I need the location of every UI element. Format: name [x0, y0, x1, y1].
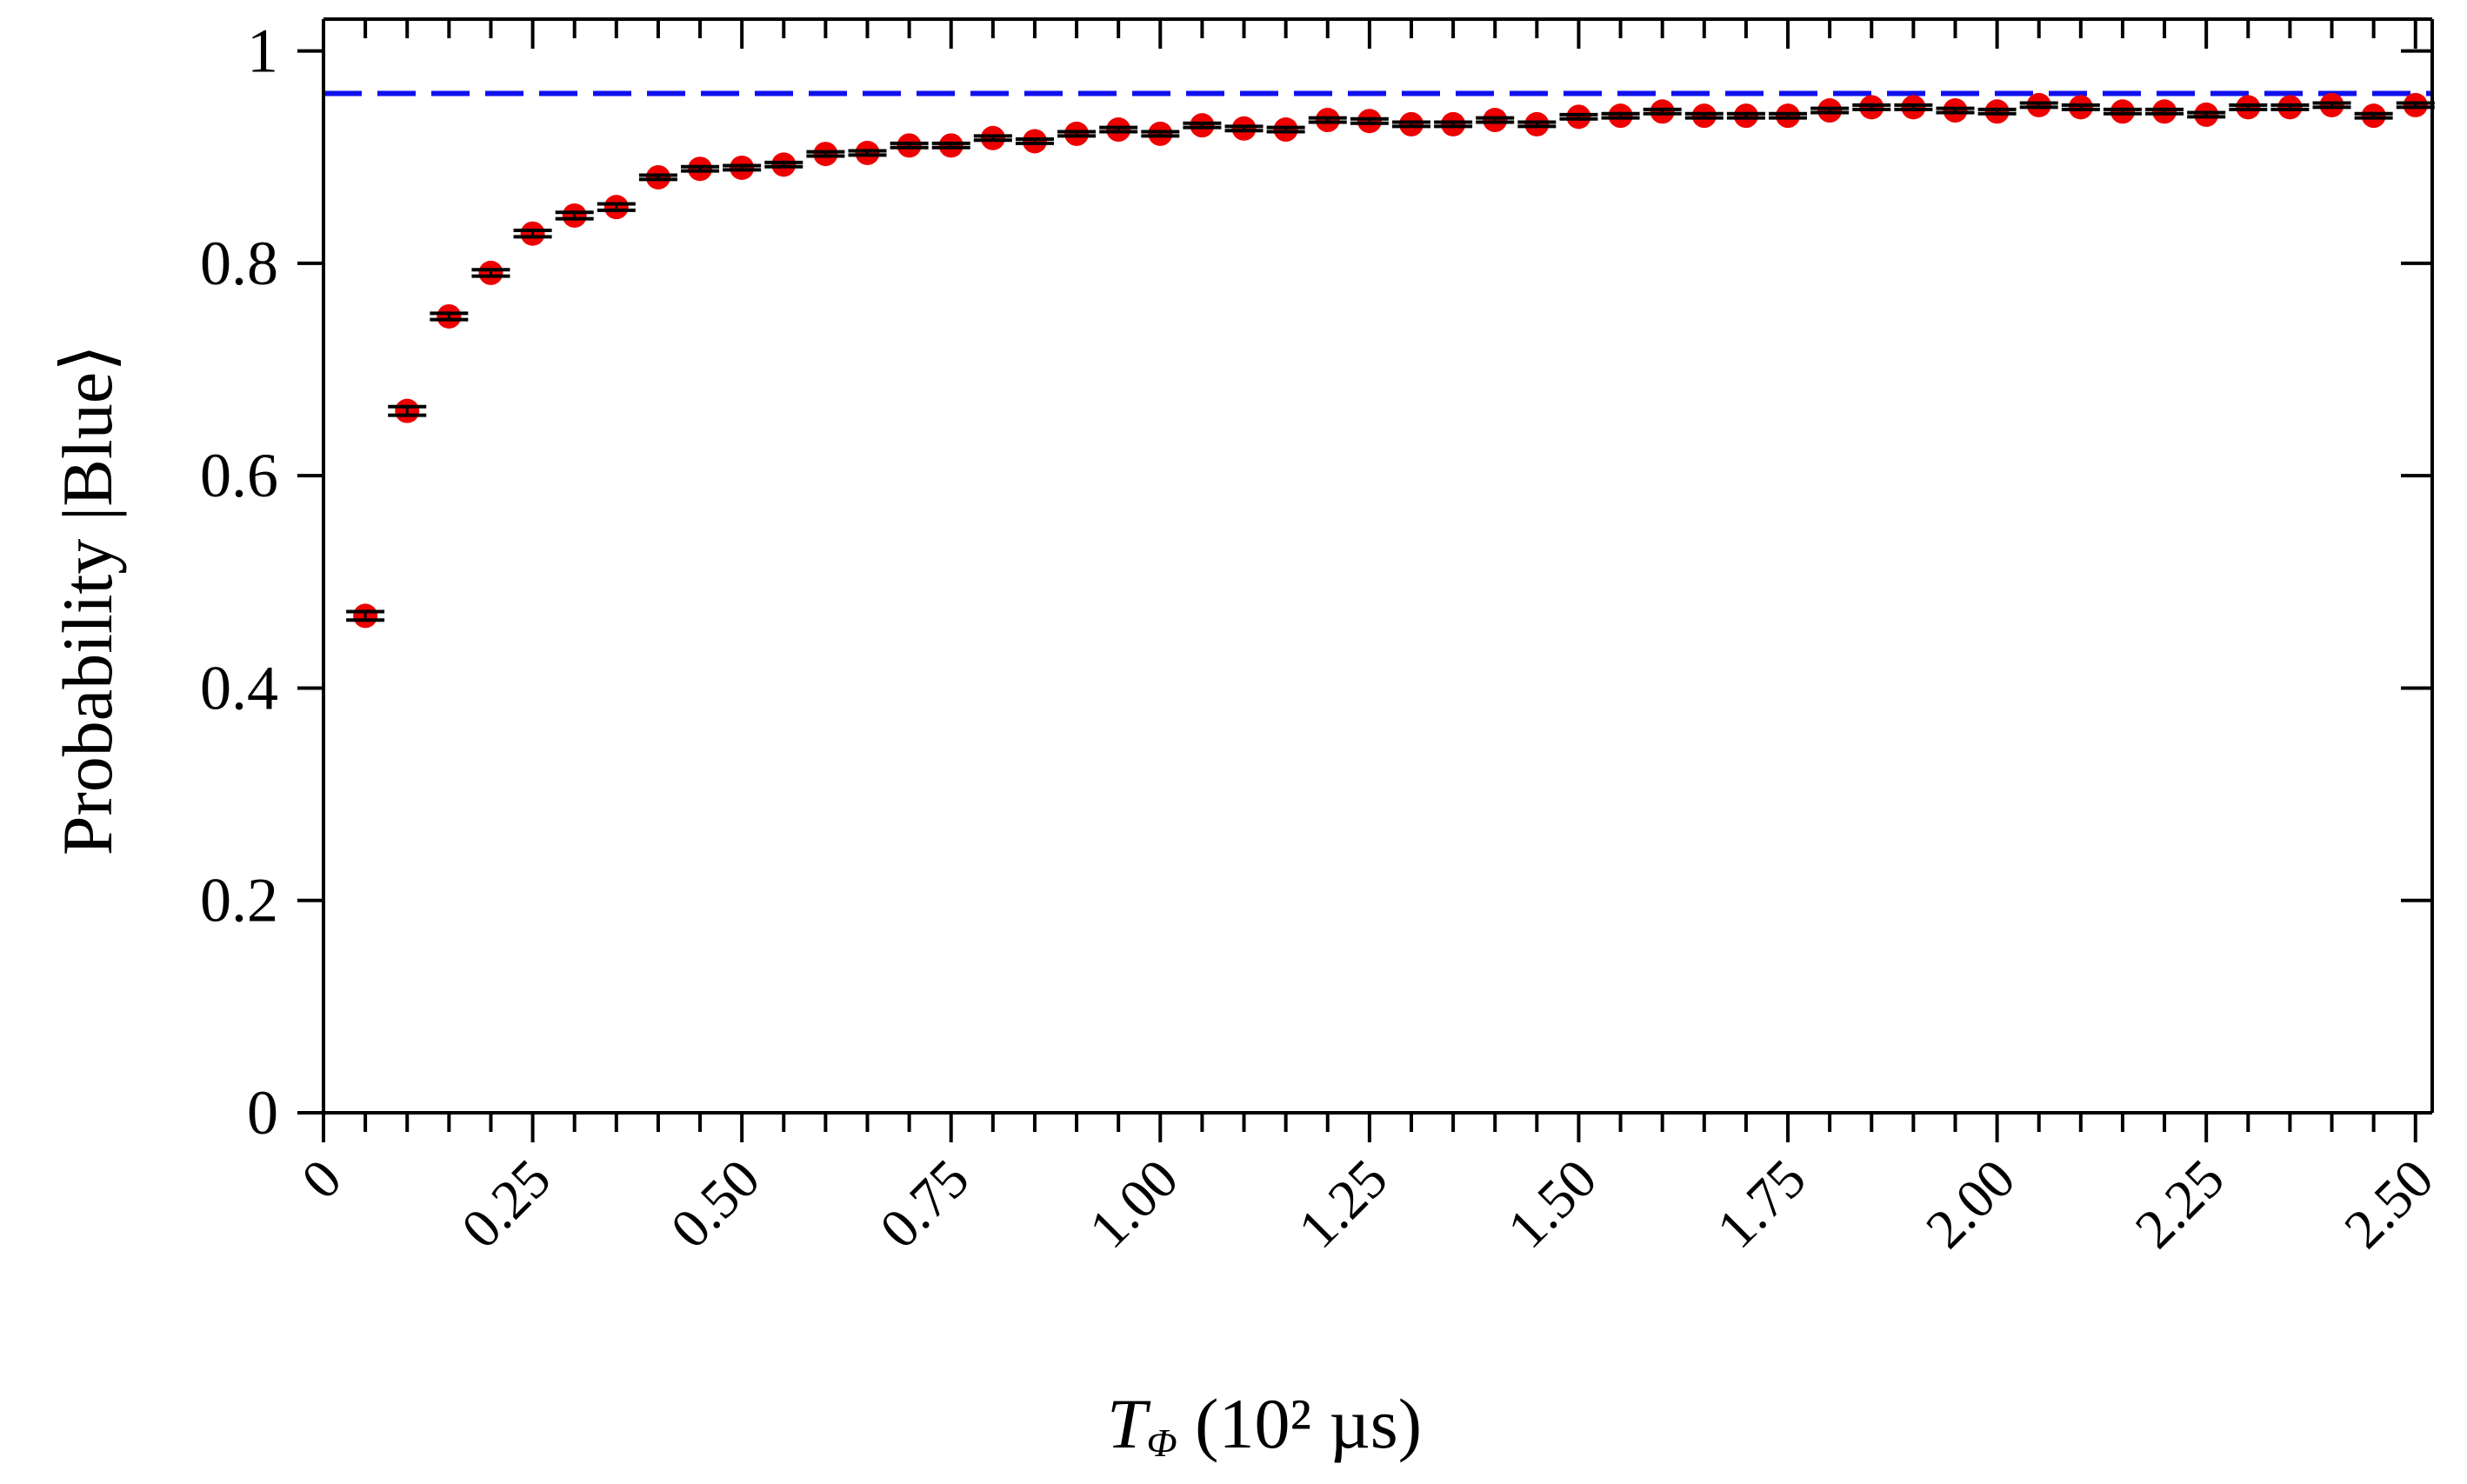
- axis-frame-layer: [322, 17, 2434, 1115]
- data-point: [1810, 98, 1850, 123]
- data-point: [2354, 103, 2393, 129]
- data-point: [1517, 111, 1557, 136]
- data-point: [388, 398, 427, 423]
- data-point: [806, 142, 845, 167]
- data-point: [2312, 92, 2351, 117]
- data-point: [1936, 98, 1975, 123]
- data-point: [848, 140, 887, 165]
- data-point: [1183, 113, 1222, 138]
- y-tick-label: 0.4: [200, 653, 278, 722]
- data-point: [1601, 103, 1640, 129]
- data-point: [2019, 92, 2058, 117]
- data-point: [513, 221, 552, 246]
- data-point: [1852, 95, 1891, 120]
- data-points-layer: [346, 92, 2435, 629]
- data-point: [2187, 102, 2226, 127]
- x-axis-label-subscript: Φ: [1147, 1421, 1177, 1465]
- y-tick-label: 0.2: [200, 866, 278, 935]
- data-point: [1266, 117, 1305, 143]
- data-point: [1559, 104, 1598, 130]
- data-point: [2061, 95, 2100, 120]
- data-point: [2396, 92, 2435, 117]
- y-axis-label: Probability |Blue⟩: [48, 344, 127, 855]
- data-point: [1434, 111, 1473, 136]
- data-point: [2270, 95, 2310, 120]
- data-point: [1894, 95, 1933, 120]
- data-point: [471, 260, 510, 285]
- x-axis-label-symbol: T: [1107, 1384, 1151, 1463]
- data-point: [1684, 103, 1724, 129]
- data-point: [2145, 99, 2184, 124]
- data-point: [638, 164, 677, 190]
- data-point: [2103, 99, 2142, 124]
- y-tick-label: 1: [247, 17, 278, 86]
- y-tick-label: 0.8: [200, 229, 278, 298]
- y-tick-label: 0: [247, 1078, 278, 1148]
- data-point: [1141, 121, 1180, 146]
- data-point: [430, 303, 469, 329]
- data-point: [1224, 116, 1264, 141]
- data-point: [681, 156, 720, 182]
- data-point: [931, 133, 970, 158]
- data-point: [2229, 95, 2268, 120]
- data-point: [1350, 109, 1389, 134]
- data-point: [723, 155, 762, 180]
- data-point: [1391, 111, 1430, 136]
- data-point: [1015, 129, 1054, 154]
- data-point: [1057, 121, 1097, 146]
- data-point: [973, 125, 1012, 150]
- data-point: [1726, 103, 1765, 129]
- data-point: [890, 133, 929, 158]
- axis-labels-layer: Probability |Blue⟩ TΦ (10² µs): [48, 344, 1422, 1465]
- data-point: [1476, 108, 1515, 133]
- x-axis-label-units: (10² µs): [1177, 1384, 1422, 1463]
- data-point: [1769, 103, 1808, 129]
- data-point: [1099, 117, 1138, 143]
- data-point: [555, 203, 594, 228]
- x-axis-label: TΦ (10² µs): [1107, 1384, 1422, 1465]
- data-point: [346, 603, 385, 629]
- data-point: [1643, 99, 1682, 124]
- data-point: [1308, 108, 1347, 133]
- y-tick-label: 0.6: [200, 441, 278, 510]
- data-point: [764, 152, 803, 177]
- data-point: [1977, 99, 2017, 124]
- data-point: [597, 195, 636, 220]
